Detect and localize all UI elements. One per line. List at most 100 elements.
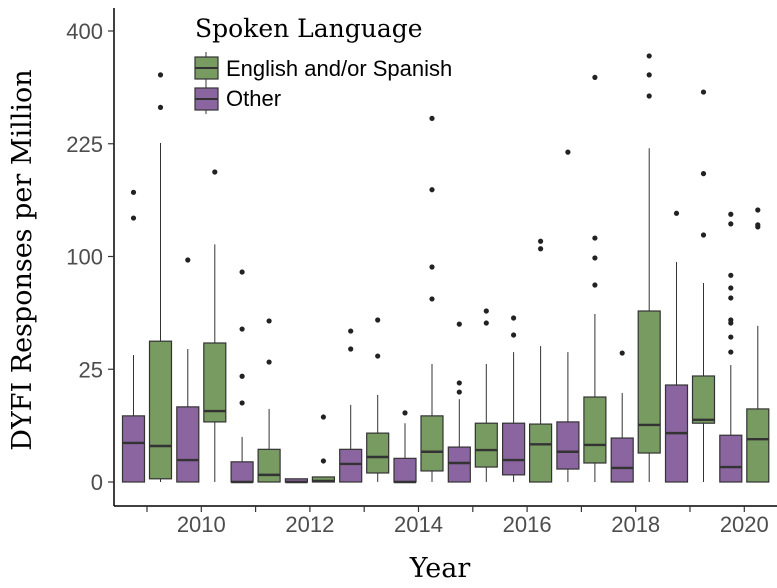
outlier-point [510, 315, 517, 321]
outlier-point [646, 93, 652, 99]
y-tick-label: 225 [66, 132, 103, 157]
box-body [474, 422, 498, 468]
outlier-point [212, 169, 218, 175]
outlier-point [239, 373, 245, 379]
outlier-point [700, 232, 707, 238]
outlier-point [239, 326, 245, 332]
box-body [447, 446, 471, 483]
box-english-2014 [420, 115, 444, 482]
outlier-point [592, 235, 598, 241]
outlier-point [592, 255, 598, 261]
box-body [556, 421, 580, 470]
box-english-2020 [746, 207, 770, 483]
outlier-point [157, 72, 164, 78]
outlier-point [728, 285, 734, 291]
box-other-2011 [230, 269, 254, 484]
box-body [746, 408, 770, 483]
box-body [230, 461, 254, 483]
box-other-2015 [447, 321, 471, 483]
box-english-2018 [637, 53, 661, 482]
outlier-point [130, 189, 137, 195]
legend-label-other: Other [226, 86, 281, 111]
x-axis-ticks: 2010 2012 2014 2016 2018 2020 [146, 506, 769, 537]
outlier-point [266, 359, 272, 365]
outlier-point [348, 346, 354, 352]
outlier-point [728, 221, 734, 227]
box-body [366, 432, 390, 474]
box-english-2016 [528, 238, 553, 483]
box-english-2009 [148, 72, 173, 482]
y-tick-label: 400 [66, 19, 103, 44]
outlier-point [592, 74, 598, 80]
outlier-point [700, 171, 707, 177]
x-tick-label: 2012 [285, 512, 334, 537]
box-other-2019 [664, 210, 689, 483]
x-tick-label: 2020 [720, 512, 769, 537]
outlier-point [456, 321, 462, 327]
outlier-point [483, 320, 489, 326]
outlier-point [375, 353, 381, 359]
x-axis-title: Year [409, 553, 471, 584]
outlier-point [375, 317, 381, 323]
outlier-point [266, 318, 272, 324]
box-english-2013 [366, 317, 390, 482]
outlier-point [728, 295, 734, 301]
outlier-point [320, 414, 326, 420]
outlier-point [348, 328, 354, 334]
box-body [637, 310, 661, 454]
y-axis-title: DYFI Responses per Million [7, 69, 38, 450]
box-body [719, 434, 743, 483]
box-body [257, 448, 281, 483]
box-english-2010 [203, 169, 227, 482]
outlier-point [456, 389, 462, 395]
box-other-2016 [502, 315, 526, 482]
outlier-point [456, 380, 462, 386]
y-tick-label: 25 [79, 357, 103, 382]
box-body [528, 423, 553, 483]
x-tick-label: 2010 [177, 512, 226, 537]
plot-marks [121, 53, 770, 484]
outlier-point [239, 269, 245, 275]
box-other-2013 [339, 328, 363, 483]
x-tick-label: 2014 [394, 512, 443, 537]
outlier-point [157, 104, 164, 110]
outlier-point [429, 296, 435, 302]
outlier-point [538, 238, 544, 244]
y-axis-ticks: 0 25 100 225 400 [66, 19, 114, 495]
outlier-point [646, 53, 652, 59]
box-english-2011 [257, 318, 281, 483]
outlier-point [700, 89, 707, 95]
box-body [121, 415, 146, 483]
box-body [393, 457, 417, 483]
outlier-point [728, 211, 734, 217]
box-body [691, 375, 716, 424]
outlier-point [510, 332, 517, 338]
outlier-point [239, 400, 245, 406]
outlier-point [402, 410, 408, 416]
box-other-2018 [610, 350, 634, 483]
box-body [148, 340, 173, 480]
y-tick-label: 0 [91, 470, 103, 495]
outlier-point [320, 458, 326, 464]
outlier-point [538, 246, 544, 252]
outlier-point [619, 350, 625, 356]
box-body [583, 396, 607, 464]
outlier-point [185, 257, 191, 263]
outlier-point [755, 207, 761, 213]
box-english-2017 [583, 74, 607, 482]
outlier-point [429, 264, 435, 270]
outlier-point [565, 149, 571, 155]
outlier-point [429, 187, 435, 193]
outlier-point [728, 334, 734, 340]
box-body [339, 448, 363, 483]
box-other-2009 [121, 189, 146, 483]
legend-label-english: English and/or Spanish [226, 56, 452, 81]
outlier-point [728, 349, 734, 355]
box-body [176, 406, 200, 483]
outlier-point [646, 72, 652, 78]
box-other-2020 [719, 211, 743, 483]
outlier-point [728, 317, 734, 323]
box-other-2010 [176, 257, 200, 483]
outlier-point [728, 272, 734, 278]
